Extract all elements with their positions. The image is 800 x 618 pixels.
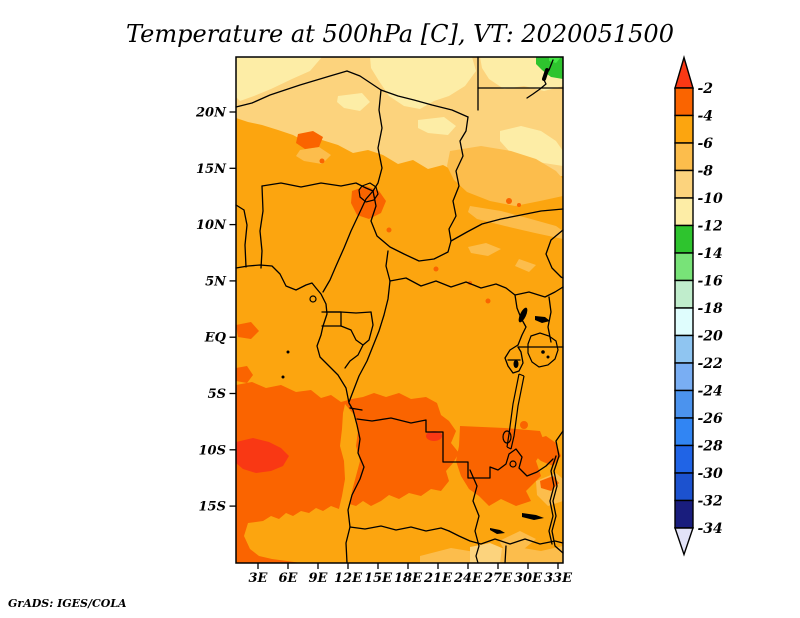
lakes bbox=[490, 307, 559, 534]
lat-tick-label: 10N bbox=[196, 218, 227, 233]
lon-tick-label: 12E bbox=[334, 571, 363, 586]
colorbar-segment bbox=[674, 307, 694, 337]
equatorial-guinea bbox=[321, 311, 342, 327]
lake-chad bbox=[358, 182, 379, 203]
colorbar-segment bbox=[674, 472, 694, 502]
lat-tick-label: 20N bbox=[195, 106, 227, 121]
colorbar-segment bbox=[674, 169, 694, 199]
colorbar-bottom-arrow bbox=[674, 527, 694, 557]
colorbar-legend: -2 -4 -6 -8 -10 -12 -14 -16 -18 -20 -22 -24 -26 -28 -3… bbox=[674, 55, 724, 557]
lat-tick-label: 5S bbox=[208, 387, 226, 402]
colorbar-segment bbox=[674, 279, 694, 309]
lon-tick-label: 9E bbox=[309, 571, 329, 586]
lon-tick-label: 6E bbox=[279, 571, 299, 586]
map-frame bbox=[235, 56, 564, 564]
lake-victoria bbox=[527, 332, 559, 368]
sao-tome-island bbox=[281, 375, 285, 379]
colorbar-tick-label: -20 bbox=[698, 328, 724, 344]
lake-malawi bbox=[548, 455, 557, 545]
colorbar-segment bbox=[674, 362, 694, 392]
colorbar-tick-label: -22 bbox=[698, 356, 724, 372]
country-borders bbox=[235, 56, 564, 564]
lat-tick-label: EQ bbox=[204, 331, 227, 346]
lat-tick-label: 10S bbox=[199, 443, 226, 458]
colorbar-tick-label: -14 bbox=[698, 246, 723, 262]
lon-tick-label: 15E bbox=[364, 571, 393, 586]
coastline bbox=[235, 264, 365, 564]
lat-tick-label: 15S bbox=[199, 500, 226, 515]
lake-mweru bbox=[502, 430, 512, 444]
colorbar-tick-label: -28 bbox=[698, 438, 724, 454]
lon-tick-label: 18E bbox=[394, 571, 423, 586]
colorbar-tick-label: -24 bbox=[698, 383, 723, 399]
colorbar-tick-label: -18 bbox=[698, 301, 724, 317]
colorbar-segment bbox=[674, 224, 694, 254]
colorbar-segment bbox=[674, 417, 694, 447]
colorbar-tick-label: -8 bbox=[698, 163, 714, 179]
lon-tick-label: 33E bbox=[544, 571, 573, 586]
grads-credit: GrADS: IGES/COLA bbox=[8, 597, 127, 610]
map-shading bbox=[236, 57, 563, 563]
colorbar-segment bbox=[674, 334, 694, 364]
lon-tick-label: 27E bbox=[483, 571, 513, 586]
colorbar-tick-label: -34 bbox=[698, 521, 723, 537]
colorbar-segment bbox=[674, 114, 694, 144]
lon-tick-label: 24E bbox=[453, 571, 483, 586]
axes: 3E 6E 9E 12E 15E 18E 21E 24E 27E 30E 33E 20N 15N 10N 5… bbox=[195, 106, 573, 587]
shade-red-patch bbox=[236, 438, 289, 473]
lat-tick-label: 15N bbox=[196, 162, 227, 177]
colorbar-segment bbox=[674, 499, 694, 529]
colorbar-tick-label: -26 bbox=[698, 411, 724, 427]
lon-tick-label: 30E bbox=[514, 571, 543, 586]
colorbar-segment bbox=[674, 389, 694, 419]
colorbar-tick-label: -30 bbox=[698, 466, 724, 482]
colorbar-segment bbox=[674, 142, 694, 172]
lake-kivu bbox=[513, 360, 519, 368]
colorbar-tick-label: -4 bbox=[698, 108, 714, 124]
lon-tick-label: 3E bbox=[249, 571, 269, 586]
colorbar-segment bbox=[674, 252, 694, 282]
colorbar-segment bbox=[674, 444, 694, 474]
colorbar-tick-label: -6 bbox=[698, 136, 714, 152]
colorbar-tick-label: -32 bbox=[698, 493, 724, 509]
colorbar-segment bbox=[674, 197, 694, 227]
bioko-island bbox=[309, 295, 317, 303]
colorbar-tick-label: -10 bbox=[698, 191, 724, 207]
colorbar-top-arrow bbox=[674, 55, 694, 89]
lon-tick-label: 21E bbox=[423, 571, 453, 586]
colorbar-tick-label: -16 bbox=[698, 273, 724, 289]
principe-island bbox=[286, 350, 290, 354]
lake-bangweulu bbox=[522, 513, 544, 520]
lake-albert bbox=[518, 307, 528, 323]
colorbar-tick-label: -12 bbox=[698, 218, 724, 234]
lake-kyoga bbox=[535, 316, 550, 323]
lake-tanganyika bbox=[506, 373, 520, 448]
plot-title: Temperature at 500hPa [C], VT: 202005150… bbox=[126, 20, 674, 48]
colorbar-tick-label: -2 bbox=[698, 81, 714, 97]
lat-tick-label: 5N bbox=[205, 274, 227, 289]
colorbar-segment bbox=[674, 87, 694, 117]
